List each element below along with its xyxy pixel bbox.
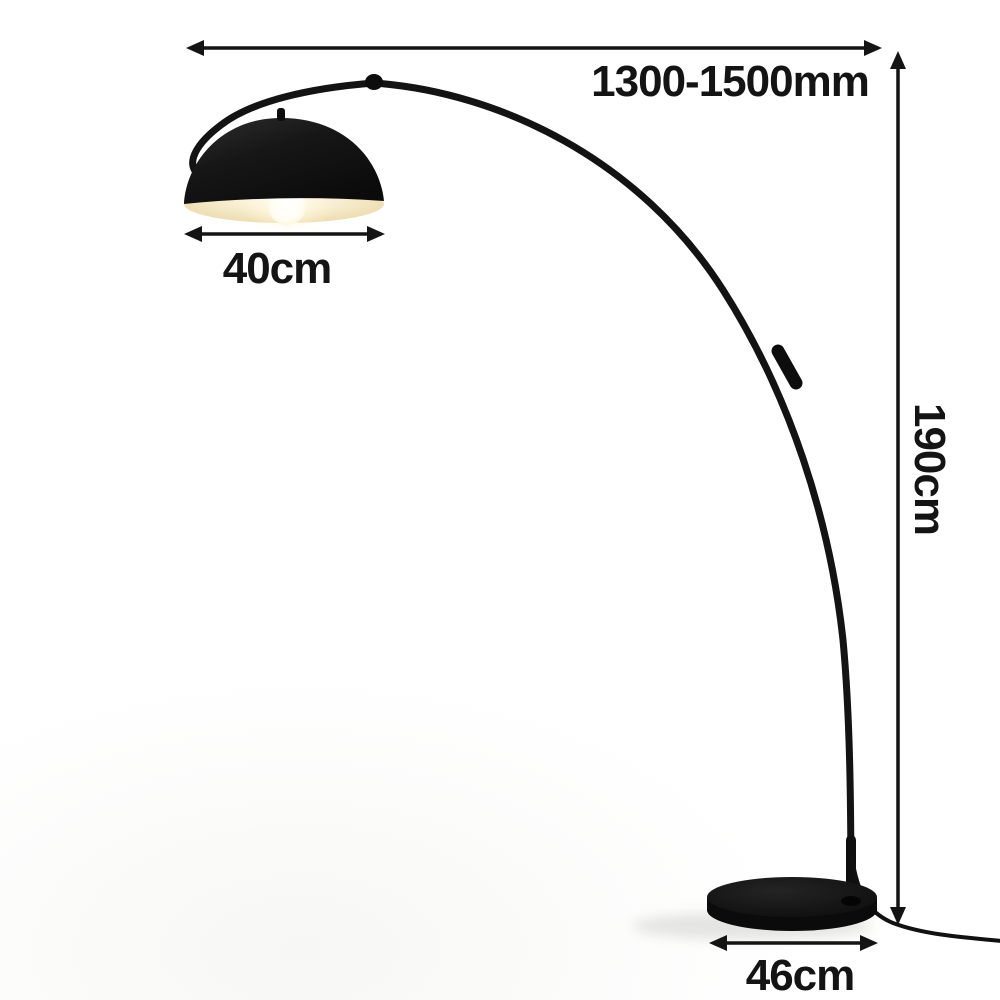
dimension-arrow-arc-width [186, 40, 882, 56]
total-height-label: 190cm [905, 402, 954, 535]
pole-joint [771, 344, 803, 390]
arc-pole [370, 79, 855, 909]
pole-socket [841, 896, 861, 906]
base-diameter-label: 46cm [745, 951, 856, 1000]
shade-dome [184, 118, 384, 204]
shade-finial [277, 108, 285, 121]
dimension-arrow-shade-diameter [184, 226, 385, 242]
dimension-lines [184, 40, 906, 951]
dimension-arrow-total-height [890, 51, 906, 925]
shade-diameter-label: 40cm [222, 244, 333, 293]
arc-apex-knob [365, 74, 383, 90]
arc-width-label: 1300-1500mm [591, 57, 870, 106]
dimension-arrow-base-diameter [709, 935, 878, 951]
round-base [707, 877, 877, 931]
dome-shade [184, 108, 384, 232]
